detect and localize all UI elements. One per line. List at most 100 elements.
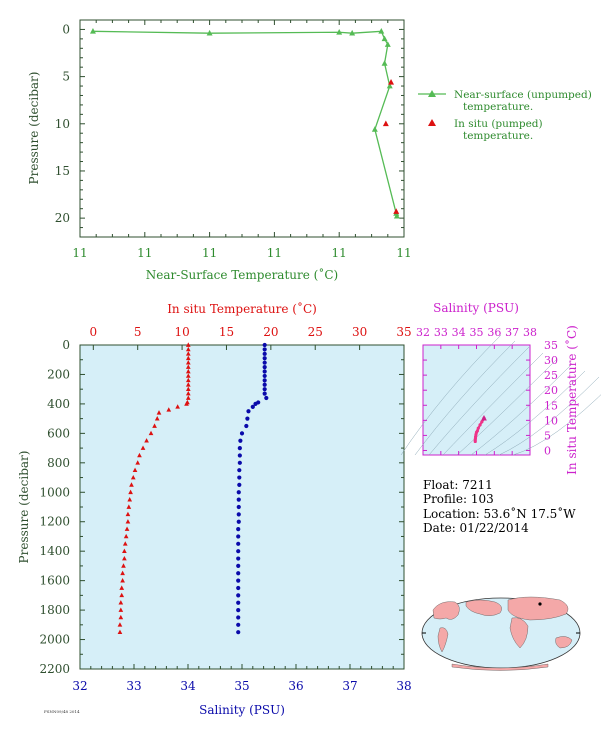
temperature-tick-label: 5 xyxy=(134,325,142,339)
profile-chart: 0 5 10 15 20 25 30 35 32 33 34 35 36 37 38 0 200 400 600 80… xyxy=(17,301,412,717)
temperature-axis-label: In situ Temperature (˚C) xyxy=(167,301,317,316)
unpumped-temperature-point xyxy=(378,28,385,34)
map-landmass xyxy=(509,617,529,649)
pumped-temperature-point xyxy=(393,208,400,214)
pressure-tick-label: 1200 xyxy=(39,515,70,529)
ts-salinity-tick-label: 33 xyxy=(434,326,448,339)
salinity-point xyxy=(264,395,269,401)
density-contour xyxy=(456,358,558,456)
profile-y-label: Pressure (decibar) xyxy=(17,451,31,564)
unpumped-temperature-point xyxy=(89,28,96,34)
density-contours xyxy=(400,334,601,456)
temperature-point xyxy=(119,585,125,590)
temperature-point xyxy=(166,407,172,412)
density-contour xyxy=(470,364,572,456)
temperature-point xyxy=(185,391,191,396)
temperature-point xyxy=(130,474,136,480)
temperature-point xyxy=(185,346,191,352)
salinity-point xyxy=(236,519,241,524)
location: Location: 53.6˚N 17.5˚W xyxy=(423,506,576,521)
near-surface-plot-frame xyxy=(79,19,405,238)
profile-series xyxy=(117,342,269,635)
temperature-point xyxy=(185,355,191,361)
temperature-point xyxy=(122,555,127,561)
salinity-tick-label: 35 xyxy=(234,679,249,693)
x-tick-label: 11 xyxy=(267,246,282,260)
temperature-point xyxy=(154,416,160,421)
ts-salinity-tick-label: 37 xyxy=(505,326,519,339)
density-contour xyxy=(484,370,586,456)
ts-y-label: In situ Temperature (˚C) xyxy=(564,325,579,475)
salinity-point xyxy=(236,541,241,546)
ts-salinity-tick-label: 36 xyxy=(487,326,501,339)
salinity-point xyxy=(236,615,241,620)
pressure-tick-label: 0 xyxy=(62,338,70,352)
salinity-point xyxy=(236,504,241,510)
salinity-point xyxy=(262,347,267,352)
float-location-marker xyxy=(538,602,542,606)
temperature-point xyxy=(118,600,124,605)
unpumped-temperature-point xyxy=(393,212,400,219)
salinity-point xyxy=(262,391,267,396)
ts-temperature-tick-label: 30 xyxy=(544,354,558,367)
x-tick-label: 11 xyxy=(202,246,217,260)
salinity-point xyxy=(238,438,243,443)
temperature-point xyxy=(117,629,123,635)
density-contour xyxy=(442,352,544,456)
temperature-tick-label: 35 xyxy=(396,325,411,339)
salinity-tick-label: 37 xyxy=(342,679,357,693)
temperature-point xyxy=(144,438,149,443)
map-landmass xyxy=(437,627,449,653)
footer-note: FSNN09/48 2014 xyxy=(44,709,80,714)
salinity-point xyxy=(262,356,267,361)
salinity-point xyxy=(253,401,258,407)
float-id: Float: 7211 xyxy=(423,478,493,492)
temperature-point xyxy=(124,526,130,531)
temperature-point xyxy=(140,445,146,450)
salinity-point xyxy=(262,360,267,365)
temperature-point xyxy=(125,519,131,524)
x-tick-label: 11 xyxy=(137,246,152,260)
unpumped-temperature-point xyxy=(371,126,378,132)
temperature-point xyxy=(137,452,142,458)
x-tick-label: 11 xyxy=(396,246,411,260)
salinity-point xyxy=(237,468,242,473)
salinity-point xyxy=(262,387,267,392)
salinity-point xyxy=(236,622,241,627)
pressure-tick-label: 1400 xyxy=(39,544,70,558)
salinity-point xyxy=(245,416,250,421)
temperature-point xyxy=(185,386,191,392)
temperature-point xyxy=(132,467,138,473)
temperature-point xyxy=(127,497,133,502)
pumped-temperature-point xyxy=(388,78,395,85)
legend-pumped-label-2: temperature. xyxy=(463,130,533,142)
ts-temperature-tick-label: 15 xyxy=(544,399,558,412)
ts-temperature-tick-label: 20 xyxy=(544,384,558,397)
temperature-point xyxy=(135,460,141,465)
ts-temperature-tick-label: 35 xyxy=(544,339,558,352)
temperature-tick-label: 15 xyxy=(219,325,234,339)
unpumped-temperature-point xyxy=(381,35,388,42)
temperature-tick-label: 30 xyxy=(352,325,367,339)
near-surface-chart: 11 11 11 11 11 11 0 5 10 15 20 Near-Surface Temper… xyxy=(27,19,412,282)
salinity-point xyxy=(239,431,245,436)
pressure-tick-label: 1800 xyxy=(39,603,70,617)
legend-pumped-label: In situ (pumped) xyxy=(454,118,543,130)
temperature-point xyxy=(125,511,131,517)
salinity-point xyxy=(250,404,255,409)
density-contour xyxy=(498,376,600,456)
y-tick-label: 5 xyxy=(62,70,70,84)
temperature-point xyxy=(175,404,180,409)
x-tick-label: 11 xyxy=(332,246,347,260)
ts-point xyxy=(476,426,480,430)
temperature-point xyxy=(184,401,189,406)
pressure-tick-label: 2200 xyxy=(39,662,70,676)
pressure-tick-label: 1600 xyxy=(39,574,70,588)
temperature-point xyxy=(119,592,125,598)
salinity-point xyxy=(236,578,241,583)
unpumped-temperature-point xyxy=(206,29,213,36)
temperature-point xyxy=(118,607,124,612)
temperature-tick-label: 0 xyxy=(89,325,97,339)
ts-point xyxy=(478,423,482,427)
